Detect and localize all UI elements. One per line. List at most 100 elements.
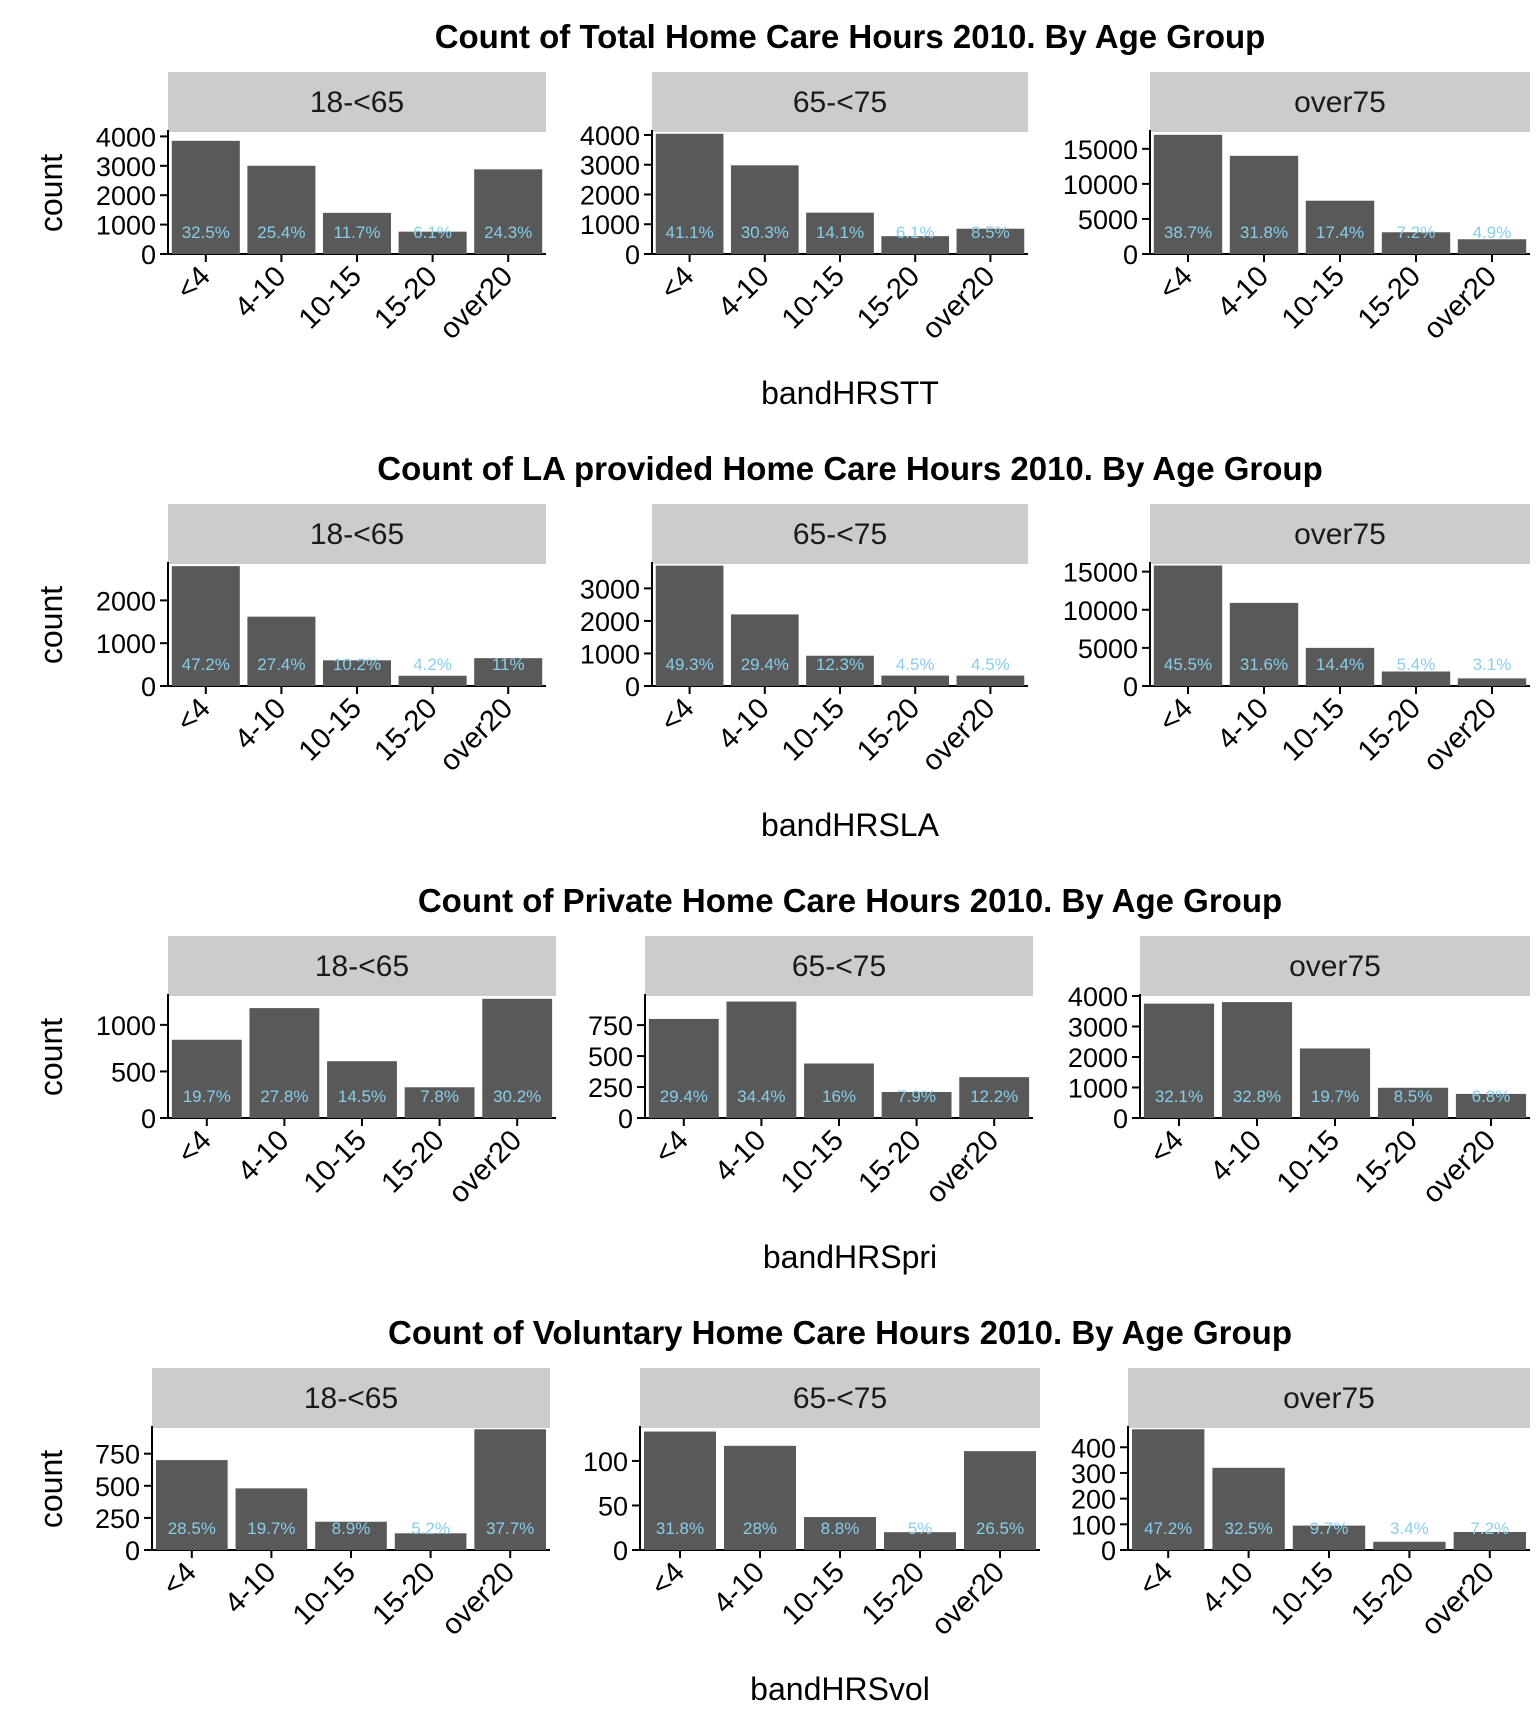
- bar-percent-label: 8.8%: [821, 1519, 860, 1538]
- y-tick-label: 2000: [580, 180, 640, 210]
- chart-panel-row: Count of LA provided Home Care Hours 201…: [33, 450, 1530, 843]
- bar: [1305, 200, 1375, 254]
- bar-percent-label: 19.7%: [1311, 1087, 1359, 1106]
- x-tick-label: over20: [434, 692, 519, 777]
- bar: [1305, 647, 1375, 686]
- x-tick-label: 15-20: [1349, 1124, 1424, 1199]
- x-tick-label: <4: [1144, 1124, 1190, 1170]
- x-tick-label: 15-20: [1352, 692, 1427, 767]
- y-tick-label: 750: [588, 1011, 633, 1041]
- bar: [881, 236, 950, 254]
- x-tick-label: <4: [655, 260, 701, 306]
- facet-panel: over750100020003000400032.1%<432.8%4-101…: [1068, 936, 1530, 1210]
- facet-strip: [168, 936, 556, 996]
- bar-percent-label: 7.2%: [1470, 1519, 1509, 1538]
- x-tick-label: <4: [1153, 260, 1199, 306]
- y-tick-label: 400: [1071, 1433, 1116, 1463]
- bar-percent-label: 8.5%: [971, 223, 1010, 242]
- bar-percent-label: 11%: [492, 655, 525, 674]
- bar: [322, 212, 392, 254]
- facet-strip-label: 18-<65: [310, 86, 404, 119]
- bar: [247, 165, 316, 254]
- y-tick-label: 1000: [96, 629, 156, 659]
- bar: [655, 133, 724, 254]
- bar-percent-label: 14.4%: [1316, 655, 1364, 674]
- bar: [730, 614, 799, 686]
- bar-percent-label: 8.5%: [1394, 1087, 1433, 1106]
- bar: [1377, 1087, 1449, 1118]
- bar-percent-label: 30.2%: [493, 1087, 541, 1106]
- bar: [644, 1431, 716, 1550]
- x-tick-label: 15-20: [368, 692, 443, 767]
- x-tick-label: <4: [171, 260, 217, 306]
- y-tick-label: 200: [1071, 1485, 1116, 1515]
- y-tick-label: 1000: [1068, 1074, 1128, 1104]
- x-tick-label: over20: [1417, 1124, 1502, 1209]
- bar: [474, 169, 543, 254]
- y-tick-label: 3000: [96, 152, 156, 182]
- facet-panel: 65-<750100020003000400041.1%<430.3%4-101…: [580, 72, 1028, 346]
- facet-strip-label: over75: [1294, 518, 1386, 551]
- bar-percent-label: 3.1%: [1473, 655, 1512, 674]
- bar-percent-label: 31.8%: [656, 1519, 704, 1538]
- facet-strip-label: 65-<75: [793, 1382, 887, 1415]
- bar: [1373, 1541, 1446, 1550]
- chart-title: Count of Total Home Care Hours 2010. By …: [435, 18, 1266, 55]
- chart-panel-row: Count of Total Home Care Hours 2010. By …: [33, 18, 1530, 411]
- bar-percent-label: 19.7%: [183, 1087, 231, 1106]
- bar-percent-label: 7.2%: [1397, 223, 1436, 242]
- bar-percent-label: 24.3%: [484, 223, 532, 242]
- facet-strip-label: over75: [1283, 1382, 1375, 1415]
- facet-strip-label: 18-<65: [310, 518, 404, 551]
- x-tick-label: <4: [655, 692, 701, 738]
- chart-title: Count of LA provided Home Care Hours 201…: [377, 450, 1323, 487]
- x-tick-label: 10-15: [1265, 1556, 1340, 1631]
- y-tick-label: 4000: [96, 122, 156, 152]
- bar: [1229, 602, 1299, 686]
- bar-percent-label: 4.9%: [1473, 223, 1512, 242]
- facet-strip-label: 65-<75: [793, 518, 887, 551]
- y-axis-title: count: [33, 1018, 69, 1096]
- y-axis-title: count: [33, 1450, 69, 1528]
- x-tick-label: 10-15: [293, 260, 368, 335]
- y-tick-label: 0: [1101, 1536, 1116, 1566]
- bar: [964, 1451, 1036, 1550]
- y-tick-label: 3000: [580, 574, 640, 604]
- bar-percent-label: 32.8%: [1233, 1087, 1281, 1106]
- y-tick-label: 0: [141, 1104, 156, 1134]
- y-axis-title: count: [33, 154, 69, 232]
- y-tick-label: 1000: [580, 210, 640, 240]
- y-tick-label: 100: [1071, 1510, 1116, 1540]
- bar-percent-label: 32.5%: [182, 223, 230, 242]
- chart-panel-row: Count of Private Home Care Hours 2010. B…: [33, 882, 1530, 1275]
- bar-percent-label: 25.4%: [257, 223, 305, 242]
- y-tick-label: 2000: [96, 586, 156, 616]
- bar-percent-label: 37.7%: [486, 1519, 534, 1538]
- bar-percent-label: 29.4%: [660, 1087, 708, 1106]
- bar: [1381, 671, 1451, 686]
- bar: [1299, 1048, 1371, 1118]
- bar: [1455, 1093, 1527, 1118]
- x-tick-label: 10-15: [298, 1124, 373, 1199]
- x-tick-label: over20: [1418, 260, 1503, 345]
- facet-strip: [1140, 936, 1530, 996]
- x-tick-label: 4-10: [229, 260, 293, 324]
- bar-percent-label: 38.7%: [1164, 223, 1212, 242]
- bar-percent-label: 27.8%: [260, 1087, 308, 1106]
- y-tick-label: 5000: [1078, 205, 1138, 235]
- facet-strip-label: 65-<75: [792, 950, 886, 983]
- y-tick-label: 0: [1123, 672, 1138, 702]
- y-tick-label: 2000: [1068, 1043, 1128, 1073]
- x-tick-label: 10-15: [1276, 260, 1351, 335]
- x-tick-label: 4-10: [712, 692, 776, 756]
- bar: [247, 616, 316, 686]
- x-tick-label: <4: [172, 1124, 218, 1170]
- bar-percent-label: 5.2%: [411, 1519, 450, 1538]
- x-tick-label: <4: [645, 1556, 691, 1602]
- y-tick-label: 500: [588, 1042, 633, 1072]
- bar-percent-label: 27.4%: [257, 655, 305, 674]
- x-tick-label: 15-20: [1352, 260, 1427, 335]
